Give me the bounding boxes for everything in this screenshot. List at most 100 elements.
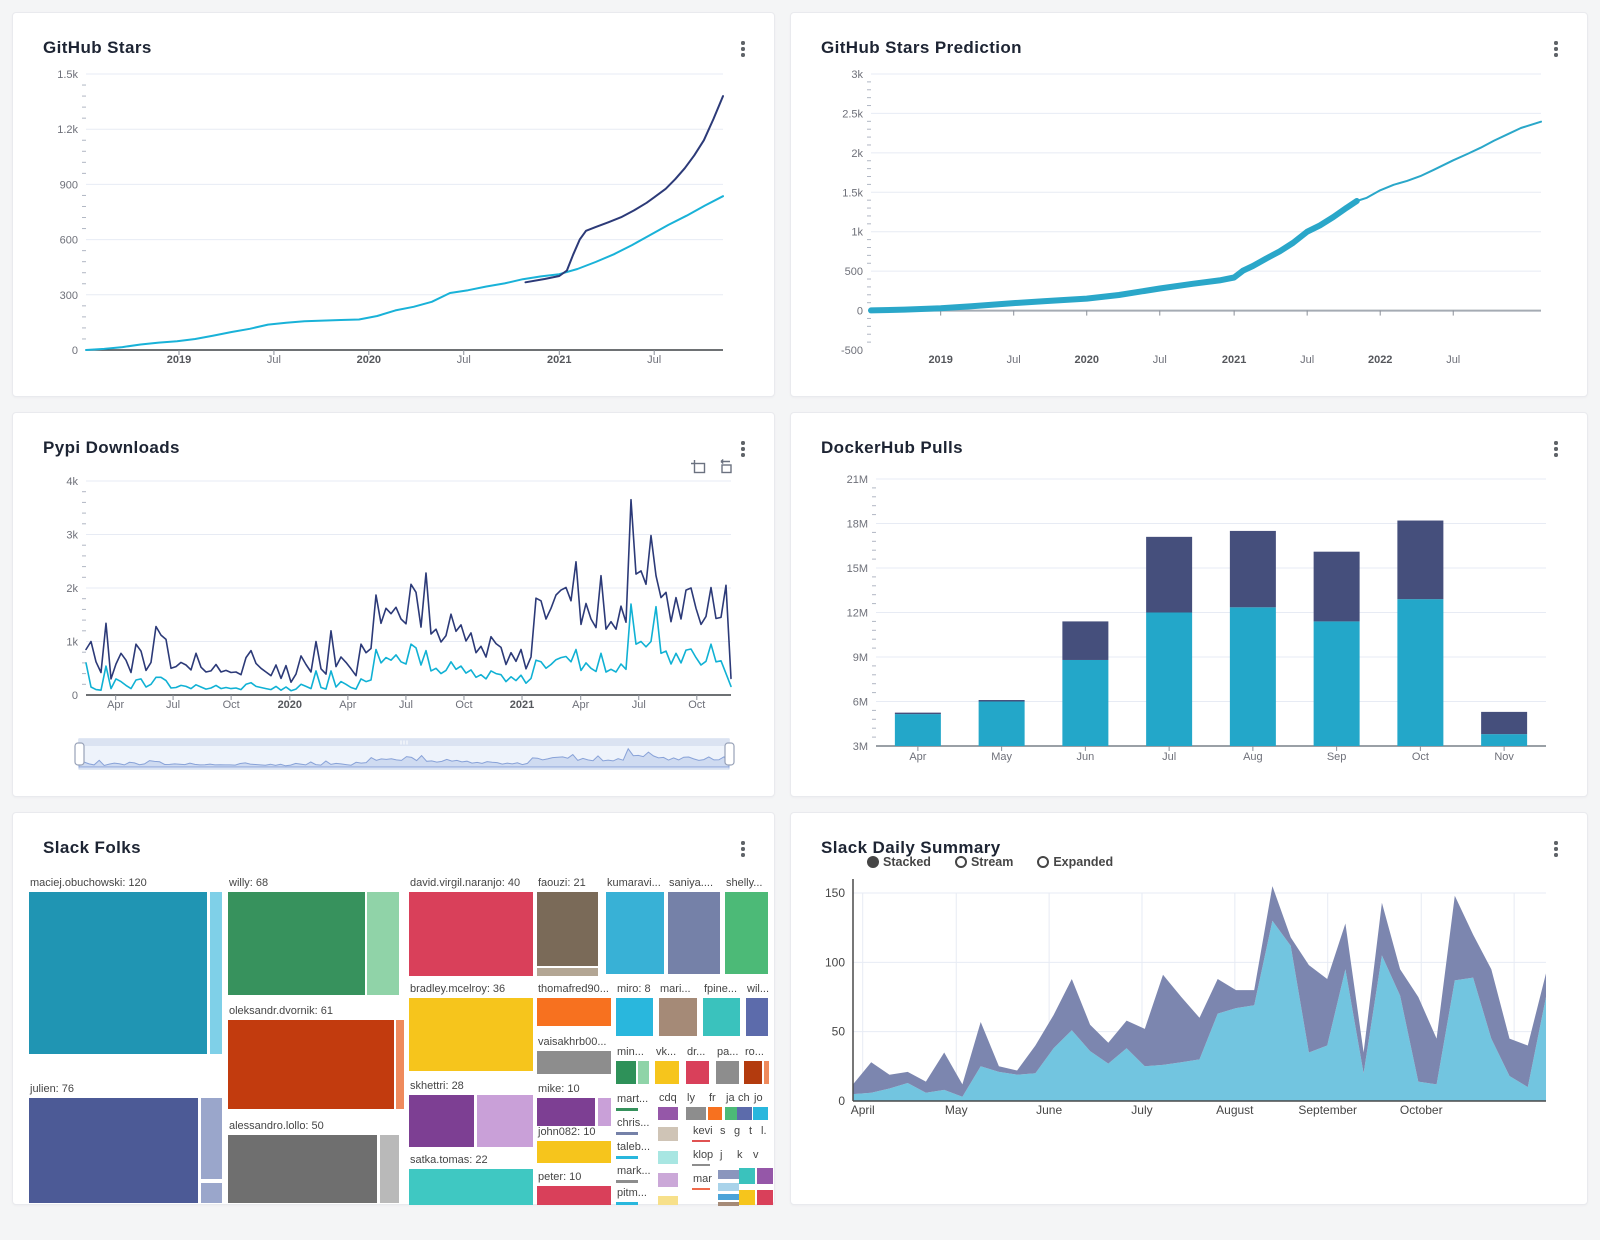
panel-menu-button[interactable]: [1545, 837, 1567, 861]
treemap-cell[interactable]: [658, 1196, 678, 1205]
restore-icon[interactable]: [717, 459, 734, 476]
treemap-cell[interactable]: [739, 1190, 755, 1205]
treemap-cell[interactable]: [686, 1107, 706, 1120]
panel-menu-button[interactable]: [1545, 437, 1567, 461]
bar-segment[interactable]: [894, 714, 941, 746]
treemap-cell[interactable]: [658, 1151, 678, 1164]
treemap-cell[interactable]: [744, 1061, 762, 1084]
bar-segment[interactable]: [978, 700, 1025, 702]
treemap-cell[interactable]: [537, 1186, 611, 1205]
treemap-cell[interactable]: [753, 1107, 768, 1120]
treemap-cell[interactable]: [718, 1202, 739, 1206]
bar-segment[interactable]: [1146, 612, 1193, 747]
panel-menu-button[interactable]: [732, 37, 754, 61]
treemap-cell[interactable]: [716, 1061, 739, 1084]
treemap-cell[interactable]: [616, 1061, 636, 1084]
panel-menu-button[interactable]: [1545, 37, 1567, 61]
treemap-cell[interactable]: [367, 892, 399, 995]
treemap-cell[interactable]: [616, 1156, 638, 1159]
treemap-cell[interactable]: [201, 1098, 222, 1179]
datazoom-handle-left[interactable]: [74, 742, 85, 766]
bar-segment[interactable]: [1229, 607, 1276, 746]
treemap-cell[interactable]: [409, 892, 533, 976]
treemap-cell[interactable]: [737, 1107, 752, 1120]
datazoom-handle-right[interactable]: [724, 742, 735, 766]
treemap-cell[interactable]: [616, 1180, 638, 1183]
treemap-cell[interactable]: [409, 1095, 474, 1147]
treemap-cell[interactable]: [708, 1107, 722, 1120]
treemap-cell[interactable]: [537, 1141, 611, 1163]
treemap-cell[interactable]: [606, 892, 664, 974]
bar-segment[interactable]: [1397, 520, 1444, 600]
datazoom-slider[interactable]: [74, 738, 735, 770]
treemap-cell[interactable]: [396, 1020, 404, 1109]
legend-item-stacked[interactable]: Stacked: [867, 855, 931, 869]
treemap-cell[interactable]: [537, 892, 598, 966]
svg-text:150: 150: [825, 886, 845, 900]
treemap-cell[interactable]: [686, 1061, 709, 1084]
treemap-cell[interactable]: [658, 1173, 678, 1187]
treemap-cell[interactable]: [638, 1061, 649, 1084]
bar-segment[interactable]: [1062, 659, 1109, 746]
panel-menu-button[interactable]: [732, 837, 754, 861]
treemap-cell[interactable]: [380, 1135, 399, 1203]
treemap-label: faouzi: 21: [538, 877, 586, 889]
treemap-cell[interactable]: [201, 1183, 222, 1203]
svg-text:3k: 3k: [66, 530, 78, 542]
treemap-cell[interactable]: [764, 1061, 769, 1084]
treemap-cell[interactable]: [616, 1132, 638, 1135]
svg-text:1.5k: 1.5k: [57, 69, 78, 81]
treemap-cell[interactable]: [537, 968, 598, 976]
treemap-cell[interactable]: [718, 1194, 739, 1200]
treemap-cell[interactable]: [409, 1169, 533, 1205]
treemap-cell[interactable]: [718, 1183, 739, 1191]
treemap-cell[interactable]: [655, 1061, 679, 1084]
treemap-cell[interactable]: [757, 1190, 773, 1205]
treemap-cell[interactable]: [477, 1095, 533, 1147]
treemap-cell[interactable]: [537, 1098, 595, 1126]
treemap-cell[interactable]: [616, 1202, 638, 1205]
treemap-cell[interactable]: [228, 892, 365, 995]
legend-item-expanded[interactable]: Expanded: [1037, 855, 1113, 869]
bar-segment[interactable]: [1481, 711, 1528, 735]
bar-segment[interactable]: [894, 712, 941, 715]
treemap-cell[interactable]: [409, 998, 533, 1071]
treemap-cell[interactable]: [668, 892, 720, 974]
panel-menu-button[interactable]: [732, 437, 754, 461]
legend-item-stream[interactable]: Stream: [954, 855, 1013, 869]
treemap-cell[interactable]: [692, 1164, 710, 1166]
bar-segment[interactable]: [978, 701, 1025, 747]
bar-segment[interactable]: [1481, 734, 1528, 746]
bar-segment[interactable]: [1313, 621, 1360, 746]
svg-text:Jul: Jul: [166, 699, 180, 711]
treemap-cell[interactable]: [692, 1140, 710, 1142]
treemap-cell[interactable]: [658, 1127, 678, 1141]
bar-segment[interactable]: [1397, 599, 1444, 746]
treemap-cell[interactable]: [598, 1098, 611, 1126]
treemap-cell[interactable]: [746, 998, 768, 1036]
treemap-cell[interactable]: [659, 998, 697, 1036]
treemap-cell[interactable]: [739, 1168, 755, 1184]
svg-text:2019: 2019: [928, 354, 952, 366]
treemap-cell[interactable]: [718, 1170, 739, 1179]
treemap-cell[interactable]: [210, 892, 222, 1054]
bar-segment[interactable]: [1062, 621, 1109, 660]
treemap-cell[interactable]: [29, 1098, 198, 1203]
treemap-cell[interactable]: [725, 892, 768, 974]
treemap-cell[interactable]: [692, 1188, 710, 1190]
bar-segment[interactable]: [1313, 551, 1360, 622]
treemap-cell[interactable]: [616, 1108, 638, 1111]
treemap-cell[interactable]: [757, 1168, 773, 1184]
data-zoom-select-icon[interactable]: [690, 459, 707, 476]
treemap-cell[interactable]: [703, 998, 740, 1036]
treemap-cell[interactable]: [537, 1051, 611, 1074]
treemap-cell[interactable]: [658, 1107, 678, 1120]
bar-segment[interactable]: [1146, 536, 1193, 613]
bar-segment[interactable]: [1229, 530, 1276, 608]
treemap-cell[interactable]: [537, 998, 611, 1026]
treemap-cell[interactable]: [29, 892, 207, 1054]
treemap-cell[interactable]: [228, 1135, 377, 1203]
treemap-cell[interactable]: [228, 1020, 394, 1109]
treemap-cell[interactable]: [616, 998, 653, 1036]
svg-text:Apr: Apr: [107, 699, 124, 711]
